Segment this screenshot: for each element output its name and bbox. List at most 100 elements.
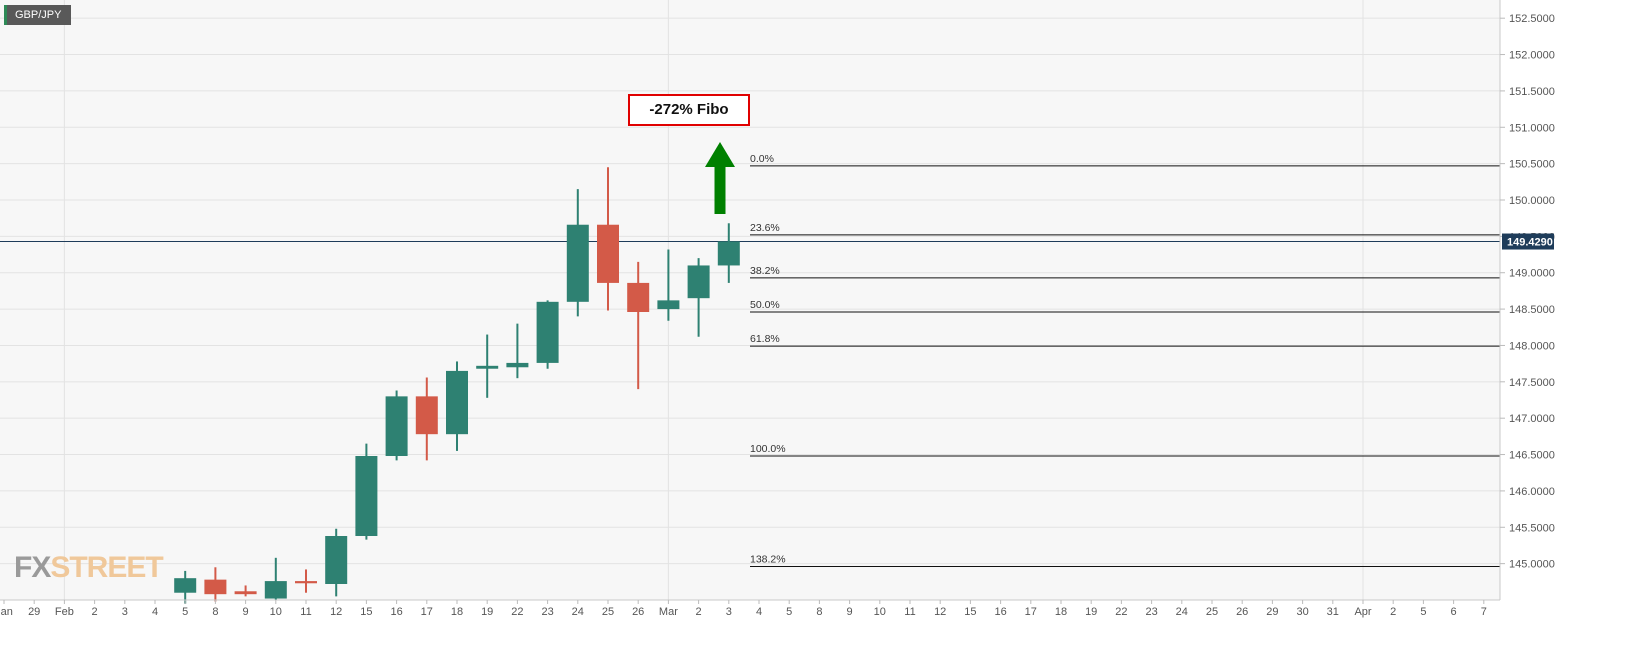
x-tick-label: 2 <box>696 606 702 618</box>
x-tick-label: 9 <box>847 606 853 618</box>
x-tick-label: 10 <box>270 606 282 618</box>
x-tick-label: Jan <box>0 606 13 618</box>
candle-body <box>566 224 589 302</box>
x-tick-label: Mar <box>659 606 678 618</box>
x-tick-label: 29 <box>1266 606 1278 618</box>
candle <box>264 557 287 600</box>
x-tick-label: 26 <box>632 606 644 618</box>
x-tick-label: 2 <box>92 606 98 618</box>
candles <box>174 167 740 604</box>
candle <box>174 570 197 604</box>
candle <box>385 390 408 461</box>
plot-background <box>0 0 1500 600</box>
x-tick-label: 5 <box>786 606 792 618</box>
x-tick-label: 30 <box>1296 606 1308 618</box>
x-tick-label: 17 <box>421 606 433 618</box>
fib-label: 138.2% <box>750 554 786 566</box>
price-label-bg <box>1502 233 1554 250</box>
y-tick-label: 152.5000 <box>1509 13 1555 25</box>
candle-body <box>446 370 468 435</box>
y-tick-label: 152.0000 <box>1509 50 1555 62</box>
y-tick-label: 148.5000 <box>1509 304 1555 316</box>
x-tick-label: 25 <box>1206 606 1218 618</box>
x-tick-label: 19 <box>1085 606 1097 618</box>
x-tick-label: 29 <box>28 606 40 618</box>
x-tick-label: 2 <box>1390 606 1396 618</box>
x-tick-label: 23 <box>541 606 553 618</box>
x-tick-label: 16 <box>994 606 1006 618</box>
fib-label: 23.6% <box>750 222 780 234</box>
fxstreet-logo: FXSTREET <box>14 551 164 584</box>
x-tick-label: 7 <box>1481 606 1487 618</box>
arrow-shaft <box>714 166 726 214</box>
x-tick-label: 22 <box>511 606 523 618</box>
candle-body <box>234 591 257 595</box>
y-tick-label: 146.0000 <box>1509 486 1555 498</box>
candle-body <box>415 396 438 435</box>
x-tick-label: 15 <box>360 606 372 618</box>
x-tick-label: 11 <box>904 606 915 618</box>
candle-body <box>355 456 378 536</box>
fibo-annotation-box: -272% Fibo <box>628 94 750 126</box>
x-tick-label: 24 <box>572 606 584 618</box>
x-tick-label: 15 <box>964 606 976 618</box>
x-tick-label: 4 <box>152 606 158 618</box>
x-tick-label: 10 <box>874 606 886 618</box>
candle <box>506 323 529 379</box>
x-tick-label: 31 <box>1327 606 1339 618</box>
x-tick-label: 3 <box>122 606 128 618</box>
x-tick-label: 9 <box>243 606 249 618</box>
candle <box>657 249 680 321</box>
current-price-label: 149.4290 <box>1502 233 1554 250</box>
candle-body <box>597 224 619 283</box>
x-tick-label: 12 <box>330 606 342 618</box>
fib-label: 100.0% <box>750 443 786 455</box>
y-tick-label: 151.0000 <box>1509 122 1555 134</box>
candle-body <box>627 282 650 312</box>
candle <box>204 567 227 602</box>
candle-body <box>204 579 227 595</box>
y-tick-label: 145.0000 <box>1509 559 1555 571</box>
candle <box>446 361 468 451</box>
y-tick-label: 150.5000 <box>1509 159 1555 171</box>
fib-label: 50.0% <box>750 299 780 311</box>
symbol-badge: GBP/JPY <box>4 5 72 25</box>
candle <box>687 258 710 337</box>
x-tick-label: 25 <box>602 606 614 618</box>
candle <box>325 528 348 597</box>
fib-label: 38.2% <box>750 265 780 277</box>
candle <box>295 569 317 593</box>
fib-label: 61.8% <box>750 333 780 345</box>
grid <box>0 0 1500 600</box>
x-tick-label: 11 <box>300 606 311 618</box>
x-tick-label: 6 <box>1451 606 1457 618</box>
x-tick-label: 18 <box>1055 606 1067 618</box>
y-tick-label: 148.0000 <box>1509 340 1555 352</box>
candle <box>415 377 438 461</box>
candle-body <box>295 581 317 584</box>
x-tick-label: 5 <box>182 606 188 618</box>
x-tick-label: 3 <box>726 606 732 618</box>
candle <box>627 261 650 390</box>
candle <box>566 189 589 317</box>
x-tick-label: 26 <box>1236 606 1248 618</box>
x-tick-label: 4 <box>756 606 762 618</box>
candle <box>234 585 257 597</box>
candle-body <box>264 581 287 599</box>
x-axis-ticks: Jan29Feb23458910111215161718192223242526… <box>0 600 1487 618</box>
x-tick-label: 18 <box>451 606 463 618</box>
y-tick-label: 151.5000 <box>1509 86 1555 98</box>
candle <box>597 167 619 311</box>
x-tick-label: 23 <box>1145 606 1157 618</box>
candle-body <box>536 301 559 363</box>
x-tick-label: 16 <box>390 606 402 618</box>
y-tick-label: 150.0000 <box>1509 195 1555 207</box>
arrow-head <box>705 142 735 167</box>
y-tick-label: 147.5000 <box>1509 377 1555 389</box>
candle <box>476 334 499 398</box>
y-axis-ticks: 145.0000 145.5000 146.0000 146.5000 147.0000… <box>1500 13 1555 571</box>
y-tick-label: 147.0000 <box>1509 413 1555 425</box>
y-tick-label: 145.5000 <box>1509 522 1555 534</box>
